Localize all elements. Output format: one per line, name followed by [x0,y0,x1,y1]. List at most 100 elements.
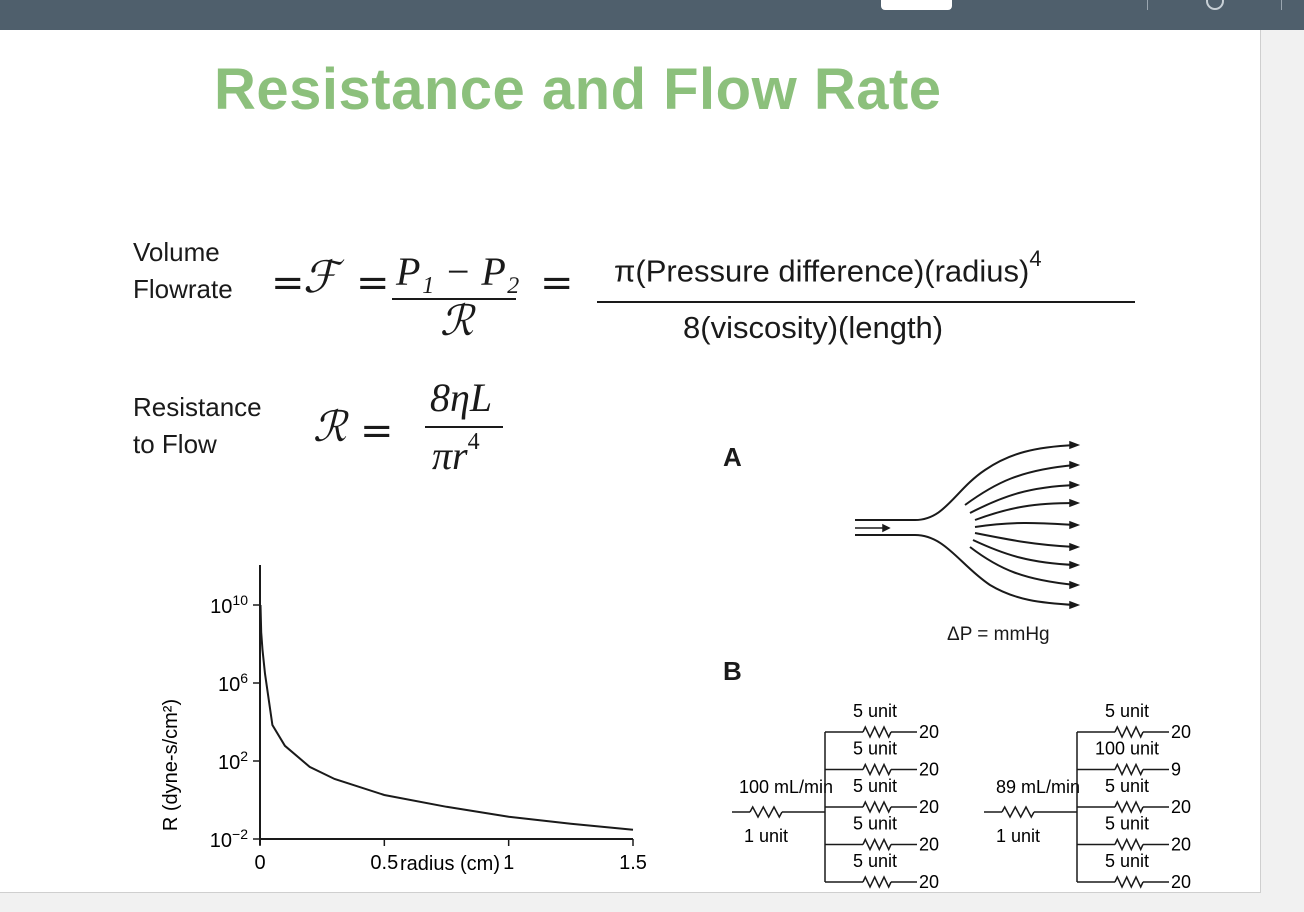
resistance-symbol: ℛ [313,402,347,451]
pressure-label: ΔP = mmHg [947,624,1050,645]
resistance-numerator: 8ηL [430,375,493,420]
toolbar-divider [1281,0,1282,10]
branch-resistance-label: 100 unit [1095,739,1159,759]
branch-resistance-label: 5 unit [1105,701,1149,721]
toolbar-divider [1147,0,1148,10]
branch-resistor [862,800,892,814]
label-resistance: Resistance [133,392,262,422]
resistance-denominator-text: πr [432,433,468,478]
vessel-branch [969,484,1076,514]
branch-resistance-label: 5 unit [1105,851,1149,871]
input-resistor [749,805,783,819]
branch-resistor [1114,800,1144,814]
input-resistor [1001,805,1035,819]
branch-flow-label: 20 [1171,722,1191,742]
branch-resistor [862,875,892,889]
radius-exponent: 4 [467,428,480,455]
outflow-arrow-head [1069,460,1081,470]
x-tick-label: 0 [254,852,265,874]
equals-sign: = [540,260,574,306]
input-flow-label: 100 mL/min [739,777,833,797]
slide-title: Resistance and Flow Rate [214,57,942,122]
branch-resistance-label: 5 unit [853,851,897,871]
branch-resistance-label: 5 unit [853,776,897,796]
series-line [259,604,634,831]
x-axis-label: radius (cm) [400,853,500,875]
branch-flow-label: 20 [1171,797,1191,817]
y-tick-label: 1010 [210,592,248,618]
user-icon[interactable] [1206,0,1224,10]
outflow-arrows [1069,440,1081,610]
rhs-numerator: π(Pressure difference)(radius)4 [614,246,1042,289]
outflow-arrow-head [1069,560,1081,570]
y-tick-label: 10−2 [210,826,248,852]
branch-resistor [862,762,892,777]
vessel-branch [964,464,1076,506]
branch-resistance-label: 5 unit [853,814,897,834]
circuit: 100 mL/min 1 unit 5 unit 20 5 unit 20 5 unit 20… [732,701,939,892]
resistance-denominator: ℛ [440,296,474,345]
branch-resistance-label: 5 unit [1105,814,1149,834]
y-tick-label: 106 [218,670,248,696]
branch-flow-label: 20 [919,760,939,780]
input-flow-label: 89 mL/min [996,777,1080,797]
outflow-arrow-head [1069,520,1081,530]
branch-resistor [1114,875,1144,889]
resistance-radius-chart: 0 0.5 1 1.5 1010 106 102 10−2 R (dyne-s/cm²) ra… [160,565,647,875]
branch-flow-label: 20 [1171,872,1191,892]
label-flowrate: Flowrate [133,274,233,304]
input-resistance-label: 1 unit [744,826,788,846]
branch-resistance-label: 5 unit [853,739,897,759]
y-axis-label: R (dyne-s/cm²) [160,699,182,831]
y-tick-label: 102 [218,748,248,774]
circuit: 89 mL/min 1 unit 5 unit 20 100 unit 9 5 unit 20… [984,701,1191,892]
rhs-exponent: 4 [1029,246,1042,271]
resistance-denominator: πr4 [432,428,480,479]
branch-flow-label: 20 [919,835,939,855]
resistor-circuits: 100 mL/min 1 unit 5 unit 20 5 unit 20 5 unit 20… [732,701,1191,892]
branch-flow-label: 20 [919,797,939,817]
input-resistance-label: 1 unit [996,826,1040,846]
equals-sign: = [360,408,394,454]
arrow-head [882,523,891,533]
outflow-arrow-head [1069,440,1081,450]
branch-flow-label: 9 [1171,760,1181,780]
branch-flow-label: 20 [1171,835,1191,855]
outflow-arrow-head [1069,542,1081,552]
branch-resistor [862,837,892,852]
vessel-branch [972,539,1076,566]
pressure-numerator: P₁ − P₂ [396,249,520,294]
fraction-bar [597,301,1135,303]
branch-flow-label: 20 [919,872,939,892]
chart-layer: 0 0.5 1 1.5 1010 106 102 10−2 [210,565,647,874]
branch-flow-label: 20 [919,722,939,742]
panel-b-label: B [723,656,742,686]
vessel-wall [855,444,1076,521]
equals-sign: = [271,260,305,306]
branching-vessel-diagram [855,440,1081,610]
branch-resistance-label: 5 unit [1105,776,1149,796]
slide-canvas: Resistance and Flow Rate Volume Flowrate… [0,30,1261,893]
branch-resistance-label: 5 unit [853,701,897,721]
branch-resistor [1114,837,1144,852]
fraction-bar [392,298,516,300]
vessel-branch [969,546,1076,586]
x-tick-label: 1 [503,852,514,874]
vessel-branch [974,532,1076,548]
outflow-arrow-head [1069,580,1081,590]
x-tick-label: 1.5 [619,852,647,874]
vessel-wall [855,534,1076,606]
fraction-bar [425,426,503,428]
label-to-flow: to Flow [133,429,217,459]
branch-resistor [862,725,892,739]
outflow-arrow-head [1069,480,1081,490]
vessel-branch [974,502,1076,521]
panel-a-label: A [723,442,742,472]
app-toolbar [0,0,1304,30]
branch-resistor [1114,762,1144,777]
toolbar-tab-button[interactable] [881,0,952,10]
outflow-arrow-head [1069,498,1081,508]
vessel-branch [974,522,1076,528]
label-volume: Volume [133,237,220,267]
rhs-numerator-text: π(Pressure difference)(radius) [614,253,1030,289]
